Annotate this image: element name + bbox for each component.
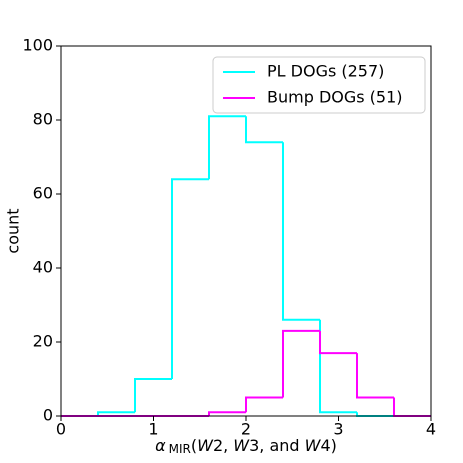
x-axis-label: α MIR(W2, W3, and W4) [155, 436, 337, 456]
legend-box [212, 56, 426, 114]
x-axis-label-part: 2, [213, 436, 233, 455]
x-tick-label: 1 [148, 420, 158, 439]
histogram-step [245, 396, 283, 413]
x-tick-label: 0 [56, 420, 66, 439]
histogram-step [319, 319, 357, 414]
legend-label: Bump DOGs (51) [267, 88, 403, 107]
x-axis-label-part: W [233, 436, 250, 455]
legend-label: PL DOGs (257) [267, 62, 384, 81]
histogram-step [97, 411, 135, 416]
x-tick-label: 2 [241, 420, 251, 439]
x-axis-label-part: W [197, 436, 214, 455]
histogram-step [282, 329, 320, 398]
x-axis-label-part: 4) [321, 436, 337, 455]
y-tick-label: 20 [33, 332, 53, 351]
histogram-step [208, 411, 246, 416]
histogram-step [393, 397, 431, 417]
y-axis-label: count [4, 208, 23, 253]
y-tick-label: 60 [33, 184, 53, 203]
histogram-step [319, 330, 357, 355]
x-axis-label-part: α [155, 436, 166, 455]
histogram-step [134, 378, 172, 413]
histogram-step [356, 412, 394, 417]
y-tick-label: 0 [43, 406, 53, 425]
histogram-step [171, 178, 209, 379]
x-tick-label: 4 [426, 420, 436, 439]
y-tick-label: 40 [33, 258, 53, 277]
histogram-step [245, 116, 283, 144]
x-axis-label-part: MIR [169, 442, 191, 456]
histogram-step [356, 353, 394, 399]
histogram-step [208, 115, 246, 180]
x-axis-label-part: W [305, 436, 322, 455]
x-tick-label: 3 [333, 420, 343, 439]
y-tick-label: 100 [22, 36, 53, 55]
x-axis-label-part: ( [191, 436, 197, 455]
y-tick-label: 80 [33, 110, 53, 129]
histogram-step [282, 142, 320, 321]
x-axis-label-part: 3, and [249, 436, 305, 455]
